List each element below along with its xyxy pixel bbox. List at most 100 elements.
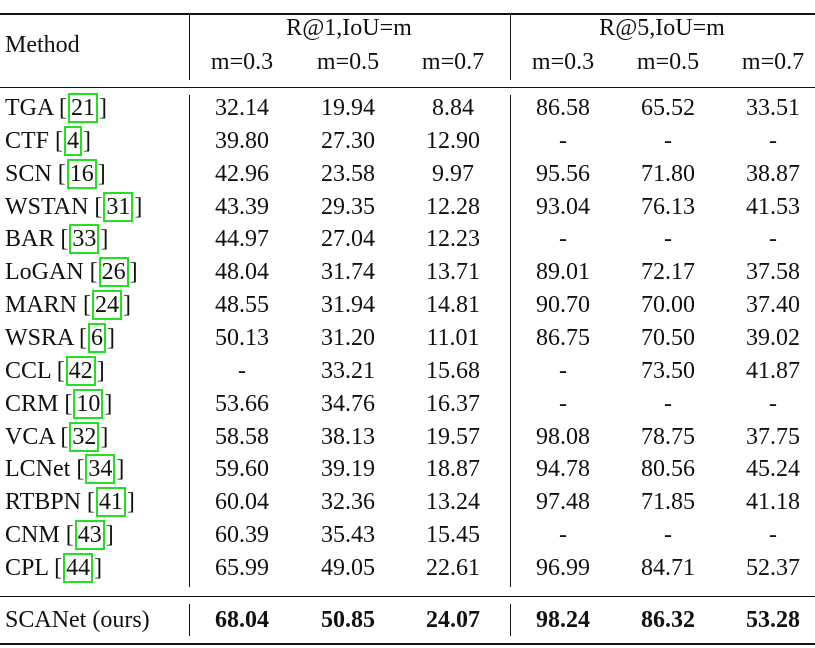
bracket: [ (55, 127, 64, 154)
bracket: [ (56, 357, 65, 384)
column-header: m=0.7 (741, 49, 805, 75)
method-cell: CRM [10] (5, 388, 113, 419)
col-divider (510, 95, 511, 587)
value-cell: 95.56 (536, 160, 590, 187)
method-cell: WSTAN [31] (5, 191, 143, 222)
bracket: [ (57, 160, 66, 187)
value-cell: - (664, 226, 672, 253)
value-cell: 71.85 (641, 489, 695, 516)
method-header: Method (5, 32, 80, 58)
value-cell: 58.58 (215, 423, 269, 450)
citation: 31 (103, 191, 134, 222)
bracket: [ (76, 456, 85, 483)
method-cell: VCA [32] (5, 421, 109, 452)
citation: 21 (68, 93, 98, 123)
method-name: MARN (5, 292, 78, 319)
method-cell: CPL [44] (5, 553, 103, 584)
citation: 24 (92, 290, 123, 321)
bracket: ] (134, 193, 143, 220)
method-cell: RTBPN [41] (5, 487, 135, 518)
header-rule (0, 87, 815, 88)
bracket: [ (89, 259, 98, 286)
method-cell: CCL [42] (5, 355, 105, 386)
value-cell: 49.05 (321, 555, 375, 582)
column-header: m=0.3 (531, 49, 595, 75)
method-cell: MARN [24] (5, 290, 131, 321)
value-cell: 8.84 (432, 95, 474, 121)
citation: 10 (73, 388, 104, 419)
value-cell: 68.04 (215, 607, 269, 633)
value-cell: 41.53 (746, 193, 800, 220)
method-cell: WSRA [6] (5, 323, 115, 354)
bracket: [ (64, 390, 73, 417)
value-cell: 89.01 (536, 259, 590, 286)
bracket: ] (100, 226, 109, 253)
bracket: ] (129, 259, 138, 286)
value-cell: 48.04 (215, 259, 269, 286)
value-cell: 41.87 (746, 357, 800, 384)
value-cell: 50.13 (215, 325, 269, 352)
citation: 43 (74, 520, 105, 551)
col-divider (189, 604, 190, 636)
bracket: [ (60, 423, 69, 450)
value-cell: 60.39 (215, 522, 269, 549)
value-cell: 53.28 (746, 607, 800, 633)
citation: 26 (98, 257, 129, 288)
method-cell: LoGAN [26] (5, 257, 138, 288)
bracket: ] (105, 522, 114, 549)
bracket: [ (94, 193, 103, 220)
citation: 44 (63, 553, 94, 584)
value-cell: 70.00 (641, 292, 695, 319)
value-cell: 14.81 (426, 292, 480, 319)
citation: 42 (65, 355, 96, 386)
bracket: ] (97, 160, 106, 187)
group-header: R@5,IoU=m (599, 15, 725, 41)
value-cell: 41.18 (746, 489, 800, 516)
bracket: ] (116, 456, 125, 483)
bracket: [ (60, 226, 69, 253)
value-cell: 94.78 (536, 456, 590, 483)
value-cell: 12.90 (426, 127, 480, 154)
value-cell: - (238, 357, 246, 384)
value-cell: 12.28 (426, 193, 480, 220)
column-header: m=0.5 (316, 49, 380, 75)
value-cell: 12.23 (426, 226, 480, 253)
value-cell: 31.94 (321, 292, 375, 319)
bracket: ] (100, 423, 109, 450)
bracket: ] (83, 127, 92, 154)
value-cell: 50.85 (321, 607, 375, 633)
citation: 41 (95, 487, 126, 518)
value-cell: 15.45 (426, 522, 480, 549)
value-cell: 29.35 (321, 193, 375, 220)
bracket: ] (104, 390, 113, 417)
value-cell: 35.43 (321, 522, 375, 549)
value-cell: 13.24 (426, 489, 480, 516)
method-name: TGA (5, 95, 53, 121)
value-cell: 86.75 (536, 325, 590, 352)
bottom-rule (0, 643, 815, 645)
citation: 34 (85, 454, 116, 485)
col-divider (189, 95, 190, 587)
method-cell: TGA [21] (5, 93, 107, 123)
method-cell: SCANet (ours) (5, 607, 150, 633)
bracket: ] (94, 555, 103, 582)
value-cell: - (664, 522, 672, 549)
value-cell: 37.58 (746, 259, 800, 286)
value-cell: 39.19 (321, 456, 375, 483)
mid-rule (0, 596, 815, 597)
method-cell: CTF [4] (5, 125, 92, 156)
value-cell: 60.04 (215, 489, 269, 516)
bracket: [ (59, 95, 67, 121)
bracket: [ (83, 292, 92, 319)
method-name: CPL (5, 555, 49, 582)
value-cell: 9.97 (432, 160, 474, 187)
value-cell: 31.74 (321, 259, 375, 286)
value-cell: 38.13 (321, 423, 375, 450)
value-cell: 76.13 (641, 193, 695, 220)
value-cell: - (559, 522, 567, 549)
value-cell: 71.80 (641, 160, 695, 187)
value-cell: - (769, 390, 777, 417)
method-name: WSTAN (5, 193, 89, 220)
value-cell: 11.01 (426, 325, 480, 352)
